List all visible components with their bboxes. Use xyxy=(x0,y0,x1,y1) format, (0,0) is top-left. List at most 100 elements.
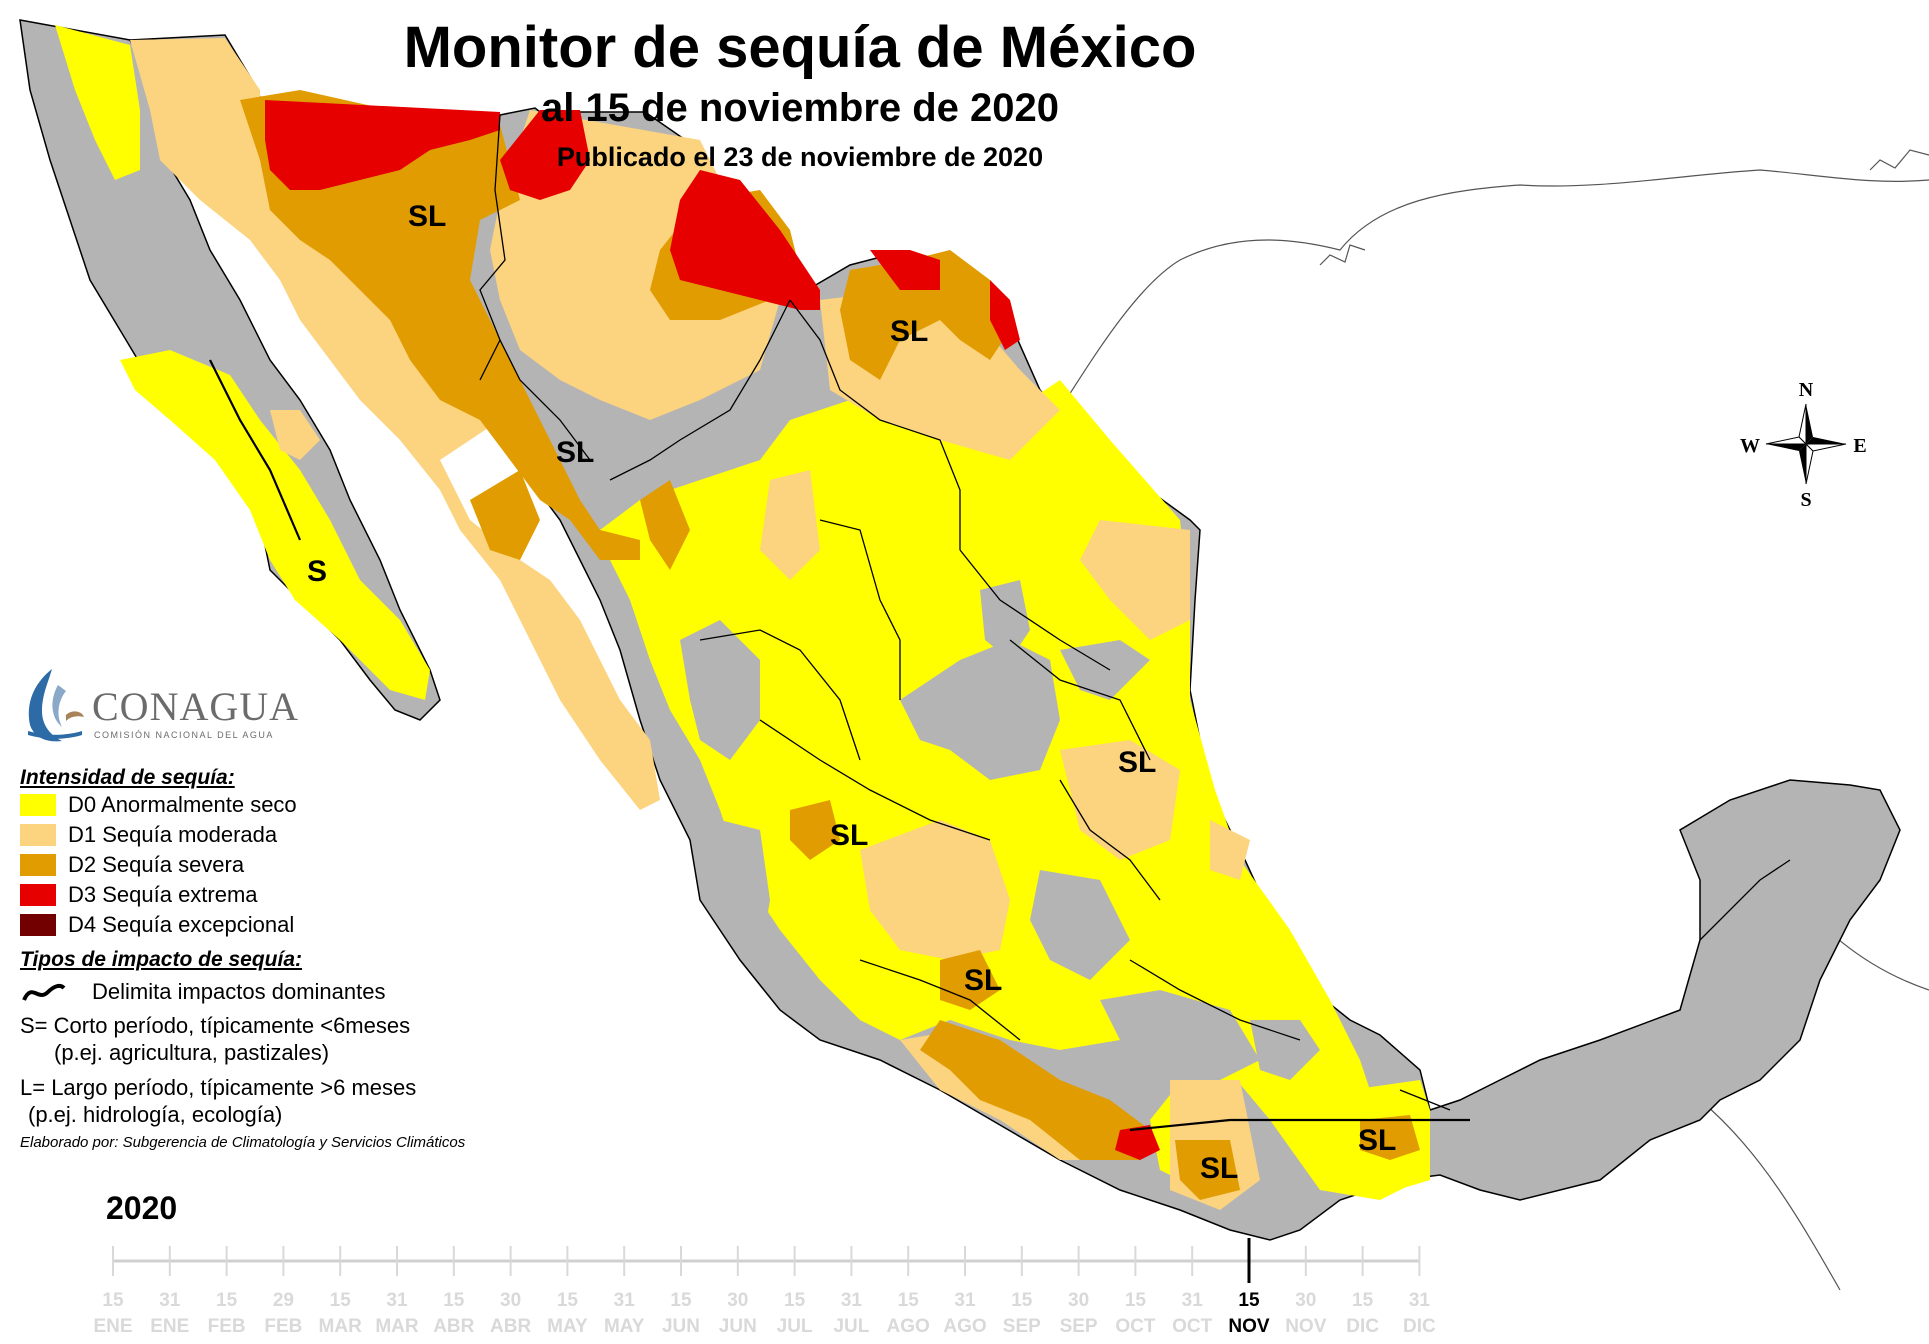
impact-heading: Tipos de impacto de sequía: xyxy=(20,948,303,971)
timeline-day: 30 xyxy=(727,1290,748,1311)
timeline-month: MAR xyxy=(319,1316,363,1337)
legend-label: D3 Sequía extrema xyxy=(68,882,258,907)
timeline-month: ABR xyxy=(490,1316,531,1337)
timeline-day: 31 xyxy=(159,1290,181,1311)
timeline-day: 31 xyxy=(841,1290,863,1311)
legend-item: D1 Sequía moderada xyxy=(20,820,540,850)
timeline-month: DIC xyxy=(1346,1316,1379,1337)
legend-item: D2 Sequía severa xyxy=(20,850,540,880)
timeline-day: 15 xyxy=(784,1290,806,1311)
timeline-day: 15 xyxy=(670,1290,692,1311)
timeline-day: 31 xyxy=(614,1290,636,1311)
impact-line-row: Delimita impactos dominantes xyxy=(20,972,540,1012)
impact-label: SL xyxy=(890,315,928,348)
long-impact-note: L= Largo período, típicamente >6 meses xyxy=(20,1075,417,1100)
timeline-month: NOV xyxy=(1285,1316,1327,1337)
timeline-month: NOV xyxy=(1228,1316,1270,1337)
legend-label: D2 Sequía severa xyxy=(68,852,245,877)
legend-swatch xyxy=(20,914,56,936)
timeline-month: MAR xyxy=(375,1316,419,1337)
impact-line-label: Delimita impactos dominantes xyxy=(92,979,386,1004)
page-subtitle: al 15 de noviembre de 2020 xyxy=(540,86,1060,130)
impact-label: SL xyxy=(1200,1152,1238,1185)
timeline-month: OCT xyxy=(1115,1316,1156,1337)
impact-label: SL xyxy=(556,436,594,469)
timeline-day: 31 xyxy=(1409,1290,1431,1311)
legend-label: D1 Sequía moderada xyxy=(68,822,278,847)
timeline-month: ENE xyxy=(93,1316,132,1337)
legend-swatch xyxy=(20,884,56,906)
timeline-day: 15 xyxy=(1352,1290,1374,1311)
long-impact-example: (p.ej. hidrología, ecología) xyxy=(28,1102,283,1127)
timeline-day: 31 xyxy=(1182,1290,1204,1311)
compass-n: N xyxy=(1799,379,1814,401)
timeline-month: AGO xyxy=(943,1316,986,1337)
timeline-day: 15 xyxy=(1011,1290,1033,1311)
timeline-month: AGO xyxy=(887,1316,930,1337)
timeline-month: JUL xyxy=(777,1316,813,1337)
timeline-day: 30 xyxy=(500,1290,521,1311)
legend-label: D0 Anormalmente seco xyxy=(68,792,297,817)
conagua-logo: CONAGUA COMISIÓN NACIONAL DEL AGUA xyxy=(22,665,342,755)
timeline-month: JUN xyxy=(719,1316,757,1337)
state-borders xyxy=(479,114,1791,1111)
compass-w: W xyxy=(1740,435,1760,457)
no-drought-patches xyxy=(680,580,1320,1080)
d3-regions xyxy=(265,100,1160,1160)
legend: Intensidad de sequía: D0 Anormalmente se… xyxy=(20,766,540,1151)
timeline-day: 15 xyxy=(330,1290,352,1311)
compass-s: S xyxy=(1800,489,1811,511)
page-title: Monitor de sequía de México xyxy=(403,15,1197,80)
timeline-day: 15 xyxy=(1125,1290,1147,1311)
timeline-day: 30 xyxy=(1295,1290,1316,1311)
timeline-day: 15 xyxy=(443,1290,465,1311)
legend-heading: Intensidad de sequía: xyxy=(20,766,235,789)
timeline-month: SEP xyxy=(1003,1316,1041,1337)
impact-lines xyxy=(209,359,1470,1132)
conagua-emblem-icon xyxy=(28,669,84,742)
impact-labels: SL SL SL S SL SL SL SL SL xyxy=(307,200,1396,1185)
timeline-month: JUL xyxy=(833,1316,869,1337)
timeline-day: 30 xyxy=(1068,1290,1089,1311)
timeline-month: JUN xyxy=(662,1316,700,1337)
impact-line-icon xyxy=(22,983,66,1001)
short-impact-note: S= Corto período, típicamente <6meses xyxy=(20,1013,411,1038)
timeline-month: MAY xyxy=(604,1316,645,1337)
timeline-day: 15 xyxy=(216,1290,238,1311)
compass-e: E xyxy=(1853,435,1866,457)
legend-swatch xyxy=(20,854,56,876)
legend-item: D3 Sequía extrema xyxy=(20,880,540,910)
impact-label: SL xyxy=(964,964,1002,997)
legend-item: D4 Sequía excepcional xyxy=(20,910,540,940)
logo-subtitle: COMISIÓN NACIONAL DEL AGUA xyxy=(94,730,274,740)
impact-label: SL xyxy=(1118,746,1156,779)
timeline-day: 31 xyxy=(954,1290,976,1311)
credit-note: Elaborado por: Subgerencia de Climatolog… xyxy=(20,1134,466,1151)
timeline-day: 29 xyxy=(273,1290,294,1311)
timeline-day: 31 xyxy=(386,1290,408,1311)
timeline-month: ABR xyxy=(433,1316,474,1337)
timeline-day: 15 xyxy=(102,1290,124,1311)
impact-label: S xyxy=(307,555,327,588)
impact-label: SL xyxy=(830,819,868,852)
impact-label: SL xyxy=(408,200,446,233)
timeline-day: 15 xyxy=(898,1290,920,1311)
legend-swatch xyxy=(20,794,56,816)
timeline-day: 15 xyxy=(1238,1290,1260,1311)
timeline-month: ENE xyxy=(150,1316,189,1337)
timeline-month: OCT xyxy=(1172,1316,1213,1337)
logo-name: CONAGUA xyxy=(92,684,299,729)
short-impact-example: (p.ej. agricultura, pastizales) xyxy=(54,1040,330,1065)
legend-swatch xyxy=(20,824,56,846)
compass-rose: N S E W xyxy=(1740,379,1867,511)
impact-label: SL xyxy=(1358,1124,1396,1157)
timeline-month: MAY xyxy=(547,1316,588,1337)
published-date: Publicado el 23 de noviembre de 2020 xyxy=(556,142,1044,172)
timeline-year: 2020 xyxy=(106,1190,178,1226)
timeline-month: FEB xyxy=(208,1316,246,1337)
timeline-month: DIC xyxy=(1403,1316,1436,1337)
legend-item: D0 Anormalmente seco xyxy=(20,790,540,820)
timeline-month: FEB xyxy=(264,1316,302,1337)
timeline-month: SEP xyxy=(1060,1316,1098,1337)
